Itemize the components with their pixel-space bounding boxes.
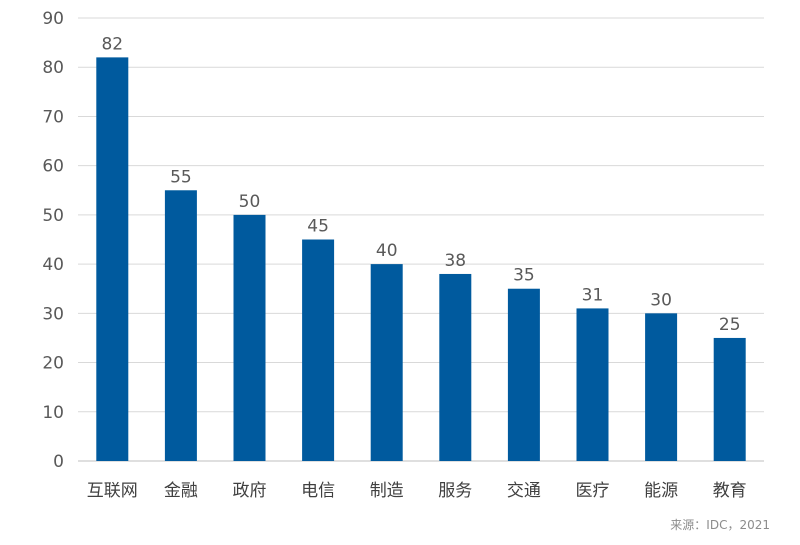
bar-7: [576, 308, 609, 461]
bar-4: [370, 264, 403, 461]
x-category-label: 医疗: [576, 481, 610, 501]
data-label: 40: [376, 241, 398, 261]
y-tick-label: 10: [42, 403, 64, 423]
y-tick-label: 60: [42, 157, 64, 177]
data-label: 31: [582, 285, 604, 305]
bar-1: [164, 190, 197, 461]
data-label: 25: [719, 315, 741, 335]
y-tick-label: 80: [42, 58, 64, 78]
x-category-label: 服务: [438, 481, 472, 501]
data-label: 45: [307, 217, 329, 237]
y-tick-label: 50: [42, 206, 64, 226]
bar-9: [713, 337, 746, 461]
bar-2: [233, 214, 266, 461]
data-label: 30: [650, 290, 672, 310]
y-tick-label: 0: [53, 452, 64, 472]
bar-8: [645, 313, 678, 461]
y-tick-label: 40: [42, 255, 64, 275]
x-category-label: 交通: [507, 481, 541, 501]
x-category-label: 制造: [370, 481, 404, 501]
bar-0: [96, 57, 129, 461]
data-label: 38: [444, 251, 466, 271]
y-axis-ticks: 0 10 20 30 40 50 60 70 80 90: [42, 9, 64, 472]
bars: [96, 57, 746, 461]
bar-5: [439, 273, 472, 461]
y-tick-label: 30: [42, 304, 64, 324]
y-tick-label: 20: [42, 354, 64, 374]
x-category-label: 互联网: [87, 481, 138, 501]
x-category-label: 金融: [164, 481, 198, 501]
source-note: 来源：IDC，2021: [670, 518, 770, 532]
y-tick-label: 90: [42, 9, 64, 29]
bar-6: [507, 288, 540, 461]
data-label: 82: [101, 34, 123, 54]
data-label: 35: [513, 266, 535, 286]
x-axis-categories: 互联网 金融 政府 电信 制造 服务 交通 医疗 能源 教育: [87, 481, 747, 501]
x-category-label: 电信: [301, 481, 335, 501]
data-label: 55: [170, 167, 192, 187]
data-label: 50: [239, 192, 261, 212]
x-category-label: 能源: [644, 481, 678, 501]
x-category-label: 教育: [713, 481, 747, 501]
data-labels: 82 55 50 45 40 38 35 31 30 25: [101, 34, 740, 335]
bar-3: [302, 239, 335, 461]
y-tick-label: 70: [42, 107, 64, 127]
x-category-label: 政府: [233, 481, 267, 501]
